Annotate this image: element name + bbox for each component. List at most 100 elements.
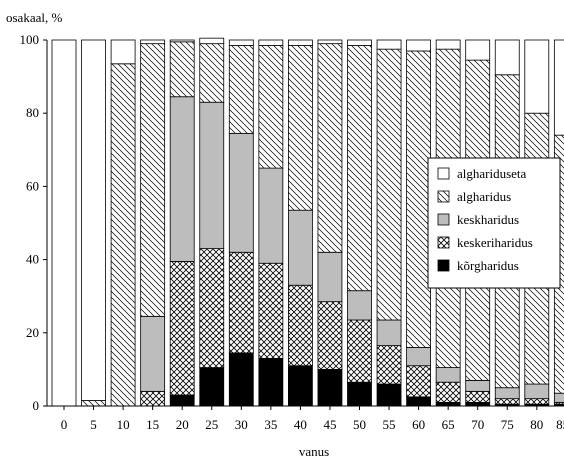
x-tick-label: 10 [117, 417, 130, 432]
legend-swatch [437, 236, 450, 249]
bar-segment-keskharidus [317, 251, 343, 303]
y-tick-label: 80 [26, 105, 39, 120]
x-tick-label: 5 [90, 417, 97, 432]
bar-segment-algharidus [406, 50, 432, 348]
y-tick-label: 20 [26, 325, 39, 340]
bar-segment-kõrgharidus [287, 365, 313, 407]
bar-segment-keskeriharidus [435, 381, 461, 403]
bar-segment-keskharidus [553, 392, 564, 403]
y-ticks: 0 20 40 60 80 100 [20, 32, 47, 413]
bar-segment-keskharidus [258, 167, 284, 264]
legend-label: kõrgharidus [457, 258, 519, 273]
x-tick-label: 40 [294, 417, 307, 432]
bar-segment-algharidus [110, 63, 136, 407]
bar-segment-alghariduseta [406, 39, 432, 52]
bar-segment-alghariduseta [81, 39, 106, 401]
bar-segment-algharidus [140, 43, 166, 317]
bar-segment-alghariduseta [258, 39, 284, 46]
x-tick-label: 35 [264, 417, 277, 432]
bar-segment-alghariduseta [553, 39, 564, 136]
bar-segment-keskharidus [169, 96, 195, 262]
bar-segment-keskeriharidus [287, 284, 313, 367]
legend-swatch [437, 190, 450, 203]
bar-segment-keskharidus [406, 347, 432, 367]
y-tick-label: 0 [33, 398, 40, 413]
legend: alghariduseta algharidus keskharidus kesker… [427, 157, 561, 289]
bar-segment-keskharidus [465, 379, 491, 392]
bar-segment-alghariduseta [51, 39, 77, 407]
bar-segment-keskharidus [524, 383, 550, 400]
bar-segment-kõrgharidus [228, 352, 254, 407]
bar-segment-keskharidus [494, 387, 520, 400]
bar-segment-keskharidus [435, 367, 461, 383]
bar-segment-algharidus [287, 45, 313, 211]
y-tick-label: 60 [26, 178, 39, 193]
bar-segment-keskharidus [228, 132, 254, 253]
y-tick-label: 40 [26, 252, 39, 267]
x-tick-label: 55 [383, 417, 396, 432]
x-axis-title: vanus [299, 444, 329, 456]
legend-label: alghariduseta [457, 166, 527, 181]
bar-segment-alghariduseta [199, 37, 225, 45]
bar-segment-alghariduseta [465, 39, 491, 61]
bar-segment-alghariduseta [140, 39, 166, 45]
x-tick-label: 65 [442, 417, 455, 432]
bar-segment-keskeriharidus [524, 398, 550, 405]
bar-segment-kõrgharidus [376, 383, 402, 407]
bar-segment-keskeriharidus [347, 319, 372, 383]
bar-segment-keskeriharidus [406, 365, 432, 398]
bar-segment-kõrgharidus [317, 368, 343, 407]
bar-segment-keskeriharidus [199, 248, 225, 368]
bar-segment-alghariduseta [110, 39, 136, 65]
bar-segment-algharidus [376, 48, 402, 321]
bar-segment-algharidus [258, 45, 284, 169]
x-tick-label: 75 [501, 417, 514, 432]
bar-segment-alghariduseta [169, 39, 195, 43]
legend-swatch [437, 167, 450, 180]
x-ticks: 0 5 10 15 20 25 30 35 40 45 50 55 60 65 70 75 80 85+ [61, 406, 564, 432]
bar-segment-keskharidus [140, 315, 166, 392]
x-tick-label: 25 [205, 417, 218, 432]
x-tick-label: 50 [353, 417, 366, 432]
bar-segment-alghariduseta [228, 39, 254, 46]
bar-segment-keskeriharidus [494, 398, 520, 405]
bar-segment-kõrgharidus [258, 358, 284, 407]
bar-segment-alghariduseta [317, 39, 343, 45]
bar-segment-keskeriharidus [140, 390, 166, 407]
bar-segment-algharidus [228, 45, 254, 134]
y-axis-title: osakaal, % [6, 10, 62, 25]
bar-segment-kõrgharidus [465, 401, 491, 407]
bar-segment-kõrgharidus [169, 394, 195, 407]
x-tick-label: 45 [323, 417, 336, 432]
x-tick-label: 15 [146, 417, 159, 432]
bar-segment-algharidus [317, 43, 343, 253]
bar-segment-kõrgharidus [406, 396, 432, 407]
legend-swatch [437, 213, 450, 226]
x-tick-label: 20 [176, 417, 189, 432]
bar-segment-keskeriharidus [228, 251, 254, 354]
bar-segment-kõrgharidus [435, 401, 461, 407]
bars [51, 37, 564, 407]
x-tick-label: 70 [471, 417, 484, 432]
bar-segment-keskeriharidus [376, 345, 402, 385]
bar-segment-keskeriharidus [258, 262, 284, 359]
bar-segment-kõrgharidus [199, 367, 225, 407]
x-tick-label: 85+ [556, 417, 564, 432]
legend-label: keskeriharidus [457, 235, 533, 250]
legend-swatch [437, 259, 450, 272]
bar-segment-alghariduseta [287, 39, 313, 46]
bar-segment-algharidus [199, 43, 225, 103]
x-tick-label: 80 [530, 417, 543, 432]
bar-segment-keskeriharidus [465, 390, 491, 403]
bar-segment-alghariduseta [347, 39, 372, 46]
bar-segment-alghariduseta [435, 39, 461, 50]
legend-label: keskharidus [457, 212, 519, 227]
bar-segment-algharidus [347, 45, 372, 292]
y-tick-label: 100 [20, 32, 40, 47]
bar-segment-keskharidus [347, 290, 372, 321]
bar-segment-keskharidus [376, 319, 402, 347]
bar-segment-kõrgharidus [347, 381, 372, 407]
bar-segment-keskeriharidus [169, 261, 195, 396]
bar-segment-keskharidus [287, 209, 313, 286]
